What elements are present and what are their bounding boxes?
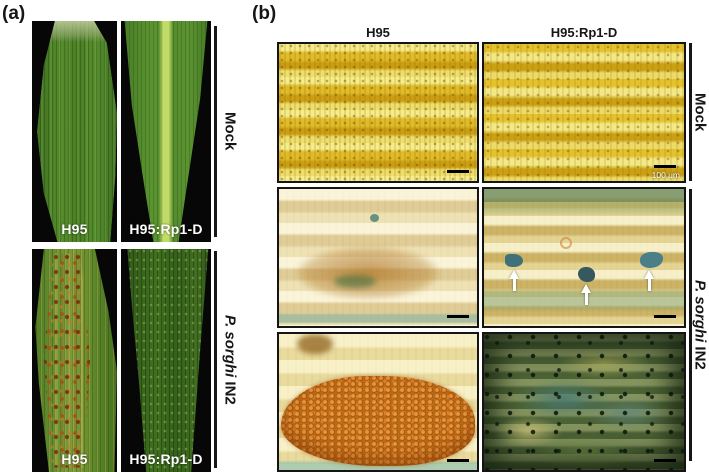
scale-bar xyxy=(447,459,469,462)
spore-ring xyxy=(560,237,572,249)
stained-fleck xyxy=(370,214,379,222)
leaf-image xyxy=(37,21,117,242)
scale-bar xyxy=(447,315,469,318)
pathogen-species-name: P. sorghi xyxy=(221,314,239,377)
leaf-label: H95:Rp1-D xyxy=(129,221,203,237)
leaf-grid-mock: H95 H95:Rp1-D xyxy=(32,21,211,242)
necrotic-smudge xyxy=(297,334,333,354)
rust-pustules xyxy=(43,253,91,468)
side-label-infected-b: P. sorghi IN2 xyxy=(691,189,709,461)
col-header-h95: H95 xyxy=(366,25,390,40)
stained-infection-site xyxy=(578,267,595,282)
scale-bar xyxy=(654,315,676,318)
developing-pustule xyxy=(297,247,439,299)
side-label-text: Mock xyxy=(691,92,709,132)
micrograph-rp1d-infected-early xyxy=(482,187,686,328)
panel-a-label: (a) xyxy=(2,3,26,24)
scale-bar xyxy=(447,170,469,173)
side-label-text: Mock xyxy=(221,112,239,151)
scale-bar xyxy=(654,165,676,168)
micrograph-h95-infected-early xyxy=(277,187,479,328)
side-label-mock-b: Mock xyxy=(691,43,709,181)
leaf-cut-end xyxy=(37,21,117,42)
leaf-label: H95 xyxy=(61,221,88,237)
micrograph-h95-infected-late xyxy=(277,332,479,472)
bracket-infected-b xyxy=(689,189,692,461)
col-header-rp1d: H95:Rp1-D xyxy=(550,25,618,40)
micrograph-rp1d-infected-late xyxy=(482,332,686,472)
white-arrow-icon xyxy=(509,270,519,291)
pathogen-species-name: P. sorghi xyxy=(691,280,709,343)
micrograph-rp1d-mock: 100 um xyxy=(482,42,686,183)
leaf-grid-infected: H95 H95:Rp1-D xyxy=(32,249,211,472)
leaf-image xyxy=(127,249,209,472)
scale-bar xyxy=(654,459,676,462)
pathogen-isolate-name: IN2 xyxy=(221,376,239,405)
scale-bar-label: 100 um xyxy=(651,170,680,180)
fungal-stain-smudge xyxy=(334,275,376,288)
stained-infection-site xyxy=(505,254,523,267)
side-label-infected-a: P. sorghi IN2 xyxy=(218,251,242,468)
leaf-image xyxy=(124,21,208,242)
leaf-photo-h95-mock: H95 xyxy=(32,21,117,242)
pathogen-isolate-name: IN2 xyxy=(691,342,709,370)
panel-b-label: (b) xyxy=(252,3,277,24)
leaf-photo-rp1d-mock: H95:Rp1-D xyxy=(121,21,211,242)
white-arrow-icon xyxy=(581,284,591,305)
leaf-photo-h95-infected: H95 xyxy=(32,249,117,472)
bracket-infected-a xyxy=(214,251,217,468)
bracket-mock-a xyxy=(214,26,217,237)
leaf-label: H95 xyxy=(61,451,88,467)
leaf-label: H95:Rp1-D xyxy=(129,451,203,467)
white-arrow-icon xyxy=(644,270,654,291)
leaf-photo-rp1d-infected: H95:Rp1-D xyxy=(121,249,211,472)
urediniospore-mass xyxy=(281,376,475,466)
side-label-mock-a: Mock xyxy=(218,26,242,237)
micrograph-h95-mock xyxy=(277,42,479,183)
stained-infection-site xyxy=(640,252,663,268)
bracket-mock-b xyxy=(689,43,692,181)
leaf-image xyxy=(35,249,117,472)
